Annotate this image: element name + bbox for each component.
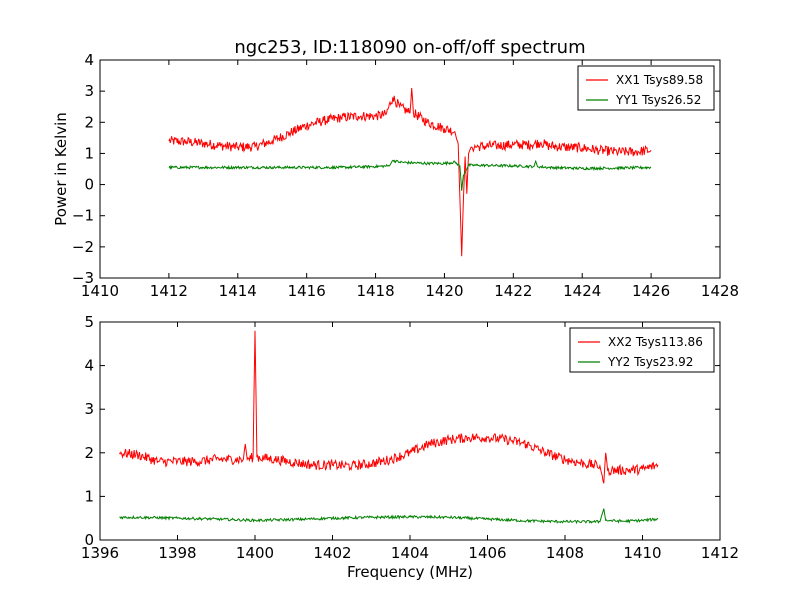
bottom-series-1-line <box>118 330 659 484</box>
top-y-tick-label: 2 <box>84 113 94 131</box>
top-ticks: 1410 1412 1414 1416 1418 1420 1422 1424 1426 1428… <box>72 51 739 300</box>
top-y-tick-label: 1 <box>84 144 94 162</box>
top-y-tick-label: 0 <box>84 176 94 194</box>
top-x-tick-label: 1424 <box>563 282 601 300</box>
top-series-layer <box>168 87 652 257</box>
top-legend-label-1: XX1 Tsys89.58 <box>616 73 703 87</box>
bottom-x-tick-label: 1404 <box>391 544 429 562</box>
bottom-series-layer <box>118 330 659 525</box>
bottom-x-tick-label: 1400 <box>236 544 274 562</box>
top-x-tick-label: 1420 <box>425 282 463 300</box>
top-y-axis-label: Power in Kelvin <box>52 112 70 226</box>
bottom-legend-label-2: YY2 Tsys23.92 <box>607 355 693 369</box>
bottom-x-tick-label: 1412 <box>701 544 739 562</box>
top-y-tick-label: 4 <box>84 51 94 69</box>
top-x-tick-label: 1428 <box>701 282 739 300</box>
top-x-tick-label: 1426 <box>632 282 670 300</box>
bottom-y-tick-label: 0 <box>84 531 94 549</box>
bottom-x-tick-label: 1408 <box>546 544 584 562</box>
top-y-tick-label: 3 <box>84 82 94 100</box>
bottom-legend-box <box>569 327 715 373</box>
top-x-tick-label: 1422 <box>494 282 532 300</box>
bottom-x-tick-label: 1402 <box>313 544 351 562</box>
top-x-tick-label: 1412 <box>150 282 188 300</box>
top-x-tick-label: 1416 <box>288 282 326 300</box>
bottom-y-tick-label: 2 <box>84 444 94 462</box>
top-series-2-line <box>168 159 652 191</box>
bottom-axes: 1396 1398 1400 1402 1404 1406 1408 1410 1412 0 1 2 3… <box>81 313 739 581</box>
bottom-legend: XX2 Tsys113.86 YY2 Tsys23.92 <box>569 327 715 373</box>
bottom-y-tick-label: 4 <box>84 357 94 375</box>
top-legend-box <box>577 65 715 111</box>
top-y-tick-label: −3 <box>72 269 94 287</box>
top-x-tick-label: 1410 <box>81 282 119 300</box>
bottom-x-axis-label: Frequency (MHz) <box>347 563 473 581</box>
top-y-tick-label: −2 <box>72 238 94 256</box>
top-legend-label-2: YY1 Tsys26.52 <box>615 93 701 107</box>
top-y-tick-label: −1 <box>72 207 94 225</box>
top-x-tick-label: 1418 <box>356 282 394 300</box>
bottom-legend-label-1: XX2 Tsys113.86 <box>608 335 703 349</box>
figure-title: ngc253, ID:118090 on-off/off spectrum <box>234 37 585 58</box>
bottom-ticks: 1396 1398 1400 1402 1404 1406 1408 1410 1412 0 1 2 3… <box>81 313 739 562</box>
top-legend: XX1 Tsys89.58 YY1 Tsys26.52 <box>577 65 715 111</box>
bottom-y-tick-label: 3 <box>84 400 94 418</box>
top-axes: 1410 1412 1414 1416 1418 1420 1422 1424 1426 1428… <box>52 51 739 300</box>
bottom-y-tick-label: 5 <box>84 313 94 331</box>
bottom-x-tick-label: 1406 <box>468 544 506 562</box>
top-series-1-line <box>168 87 652 257</box>
bottom-x-tick-label: 1398 <box>158 544 196 562</box>
bottom-series-2-line <box>119 508 659 525</box>
top-x-tick-label: 1414 <box>219 282 257 300</box>
bottom-y-tick-label: 1 <box>84 487 94 505</box>
bottom-x-tick-label: 1396 <box>81 544 119 562</box>
top-axes-frame <box>99 59 721 279</box>
bottom-x-tick-label: 1410 <box>623 544 661 562</box>
